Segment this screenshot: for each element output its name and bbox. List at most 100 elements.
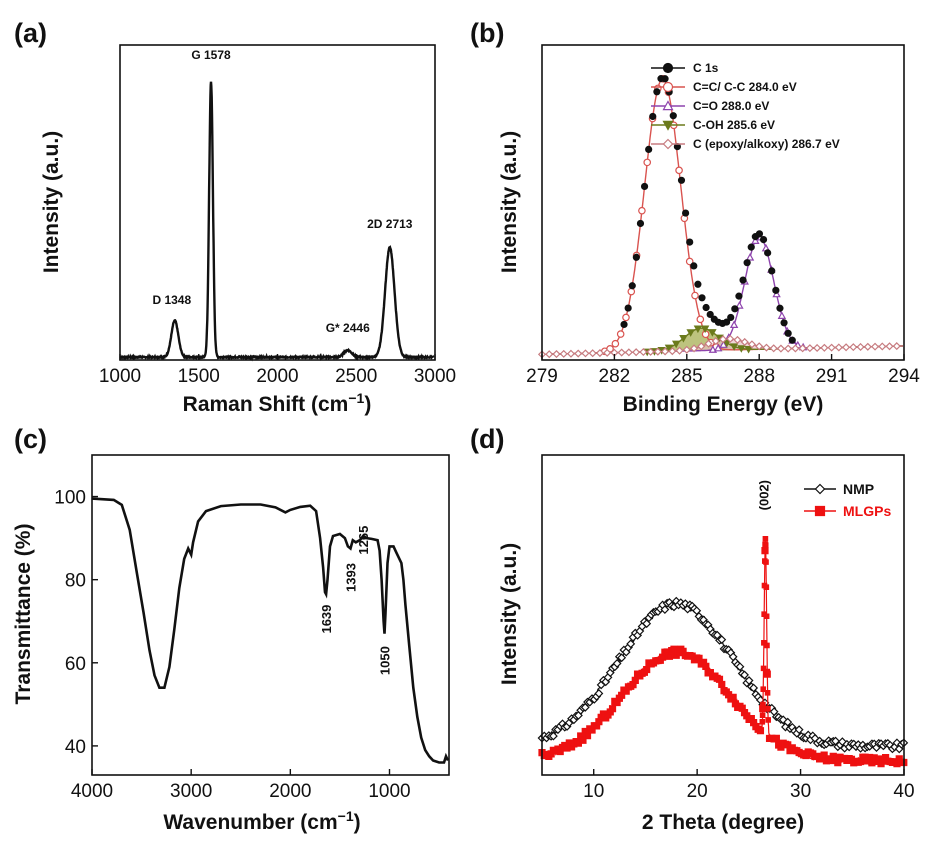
panel-d-point-mlgps — [729, 693, 737, 701]
panel-d-point-nmp — [735, 662, 745, 672]
panel-b-x-tick-label: 288 — [743, 366, 775, 387]
panel-d-x-tick-label: 20 — [687, 781, 708, 802]
panel-a-label: (a) — [14, 18, 47, 48]
panel-b-marker-3 — [682, 345, 691, 354]
panel-b-marker-1 — [777, 311, 787, 319]
panel-b-c1s-point — [706, 310, 714, 318]
panel-b-marker-3 — [552, 349, 561, 359]
panel-b-c1s-point — [661, 75, 669, 83]
panel-b-marker-3 — [718, 335, 728, 344]
panel-d-peak-point — [764, 668, 771, 675]
panel-b-marker-0 — [675, 166, 683, 175]
panel-b-legend-label: C=C/ C-C 284.0 eV — [693, 80, 797, 94]
panel-c-band-label: 1639 — [319, 605, 334, 634]
panel-b-frame — [541, 44, 905, 361]
panel-b-marker-3 — [798, 344, 807, 353]
panel-b-c1s-point — [640, 182, 649, 190]
panel-b-marker-3 — [849, 343, 858, 352]
panel-b-marker-3 — [820, 343, 829, 352]
panel-d-x-ticks: 10 20 30 40 — [583, 769, 915, 802]
panel-a-x-tick-label: 1500 — [178, 366, 220, 387]
panel-b-marker-0 — [611, 339, 620, 348]
panel-a-x-tick-label: 2500 — [335, 366, 377, 387]
panel-b-c1s-point — [624, 304, 632, 312]
panel-d-peak-point — [763, 584, 770, 590]
panel-b-marker-3 — [646, 347, 655, 356]
panel-b-c1s-point — [723, 318, 731, 326]
panel-b-c1s-point — [628, 282, 636, 290]
panel-b-marker-3 — [769, 344, 778, 353]
panel-b-c1s-point — [686, 238, 694, 246]
panel-b-x-tick-label: 285 — [671, 366, 703, 387]
panel-b-marker-0 — [616, 330, 625, 338]
panel-b-c1s-point — [768, 267, 776, 275]
panel-b-marker-3 — [827, 343, 836, 352]
panel-c-x-axis-label: Wavenumber (cm−1) — [163, 808, 360, 834]
panel-b-c1s-point — [739, 276, 747, 284]
panel-d-point-nmp — [617, 653, 627, 663]
panel-d-point-mlgps — [756, 727, 765, 735]
panel-d-peak-point — [762, 542, 769, 548]
panel-b-marker-3 — [617, 348, 626, 357]
panel-b-marker-3 — [639, 347, 648, 357]
panel-b-marker-3 — [885, 342, 894, 351]
panel-b-marker-3 — [776, 344, 785, 353]
panel-b-marker-3 — [632, 348, 641, 357]
panel-d-point-nmp — [749, 683, 759, 693]
panel-d-x-tick-label: 40 — [893, 781, 914, 802]
panel-b-marker-3 — [791, 344, 800, 353]
panel-b-marker-3 — [726, 334, 735, 343]
panel-b-marker-2 — [693, 325, 703, 334]
panel-b-marker-3 — [842, 343, 851, 352]
panel-b-marker-2 — [744, 345, 753, 354]
panel-a-x-tick-label: 2000 — [256, 366, 298, 387]
panel-b-marker-3 — [704, 339, 713, 348]
panel-b-marker-3 — [566, 349, 576, 358]
panel-b-marker-1 — [745, 253, 755, 261]
legend-marker — [814, 505, 826, 517]
panel-b-c1s-point — [784, 329, 792, 337]
panel-b-marker-1 — [729, 320, 739, 329]
panel-b-c1s-point — [731, 305, 739, 313]
panel-b-marker-3 — [813, 343, 822, 353]
panel-c-y-tick-label: 80 — [65, 571, 86, 592]
panel-d-point-nmp — [626, 639, 636, 649]
panel-b: (b) 279 282 285 288 291 294 C 1s C=C/ C-C 284.… — [470, 18, 920, 416]
panel-a-x-ticks: 1000 1500 2000 2500 3000 — [99, 354, 456, 387]
panel-b-c1s-point — [755, 230, 764, 238]
panel-b-legend-label: C (epoxy/alkoxy) 286.7 eV — [693, 137, 840, 151]
panel-b-legend-label: C=O 288.0 eV — [693, 99, 769, 113]
panel-d-x-axis-label: 2 Theta (degree) — [642, 811, 804, 834]
panel-b-marker-3 — [863, 342, 872, 351]
panel-c-label: (c) — [14, 424, 47, 454]
panel-d-point-mlgps — [772, 734, 780, 743]
panel-b-marker-2 — [700, 325, 710, 334]
panel-d-point-nmp — [642, 619, 652, 629]
panel-d-peak-point — [764, 690, 771, 696]
panel-b-c1s-point — [788, 336, 796, 344]
panel-b-marker-1 — [719, 340, 728, 348]
panel-b-marker-3 — [784, 344, 793, 353]
panel-b-marker-0 — [622, 313, 630, 322]
panel-b-marker-3 — [624, 348, 633, 357]
legend-marker — [662, 100, 674, 111]
panel-b-marker-2 — [664, 344, 674, 353]
legend-marker — [662, 120, 674, 131]
panel-b-marker-2 — [708, 329, 717, 337]
panel-d-curves — [537, 535, 909, 768]
panel-d-point-nmp — [594, 688, 604, 698]
panel-b-marker-0 — [696, 315, 705, 324]
panel-b-marker-3 — [755, 342, 764, 351]
panel-b-y-axis-label: Intensity (a.u.) — [498, 131, 521, 273]
panel-b-x-tick-label: 282 — [599, 366, 631, 387]
panel-b-marker-2 — [729, 343, 739, 351]
panel-a-raman-spectrum — [119, 81, 435, 362]
panel-d-point-nmp — [837, 737, 847, 747]
panel-a-frame — [119, 44, 436, 361]
panel-a-x-tick-label: 3000 — [414, 366, 456, 387]
panel-b-c1s-point — [690, 262, 698, 270]
panel-c-x-tick-label: 2000 — [269, 781, 311, 802]
panel-b-marker-3 — [668, 347, 677, 356]
panel-b-marker-0 — [643, 158, 652, 167]
panel-d-legend: NMP MLGPs — [804, 481, 891, 519]
